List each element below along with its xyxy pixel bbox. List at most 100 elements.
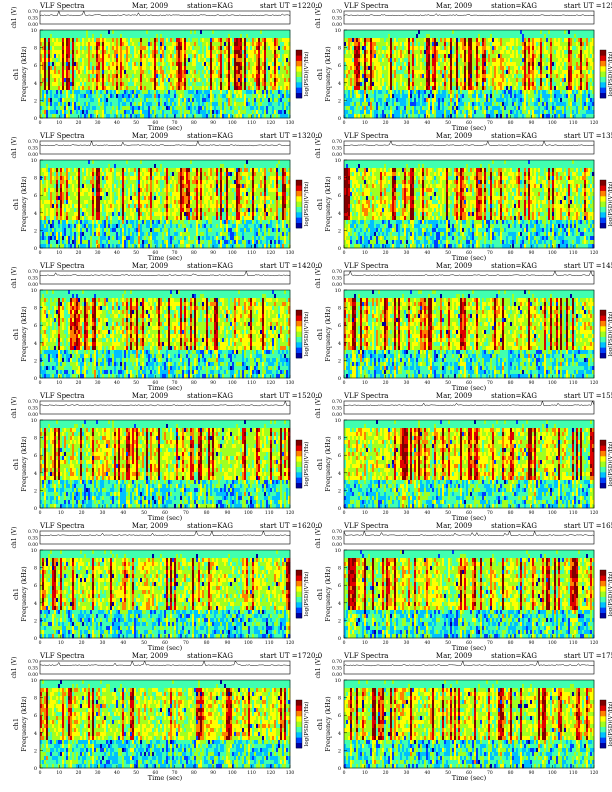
spectrogram-cell bbox=[68, 90, 71, 95]
spectrogram-cell bbox=[396, 90, 399, 95]
spectrogram-cell bbox=[284, 50, 287, 55]
spectrogram-cell bbox=[104, 58, 107, 63]
spectrogram-cell bbox=[440, 62, 443, 67]
spectrogram-cell bbox=[484, 46, 487, 51]
spectrogram-cell bbox=[170, 98, 173, 103]
spectrogram-cell bbox=[434, 30, 437, 35]
spectrogram-cell bbox=[56, 30, 59, 35]
spectrogram-cell bbox=[232, 58, 235, 63]
spectrogram-cell bbox=[380, 62, 383, 67]
spectrogram-cell bbox=[436, 86, 439, 91]
spectrogram-cell bbox=[256, 106, 259, 111]
spectrogram-cell bbox=[534, 94, 537, 99]
spectrogram-cell bbox=[480, 46, 483, 51]
spectrogram-cell bbox=[476, 66, 479, 71]
spectrogram-cell bbox=[454, 66, 457, 71]
spectrogram-cell bbox=[450, 82, 453, 87]
spectrogram-cell bbox=[266, 98, 269, 103]
spectrogram-cell bbox=[484, 78, 487, 83]
spectrogram-cell bbox=[416, 82, 419, 87]
spectrogram-cell bbox=[208, 30, 211, 35]
spectrogram-cell bbox=[232, 50, 235, 55]
spectrogram-cell bbox=[448, 98, 451, 103]
spectrogram-cell bbox=[472, 30, 475, 35]
spectrogram-cell bbox=[216, 46, 219, 51]
spectrogram-cell bbox=[258, 70, 261, 75]
spectrogram-cell bbox=[240, 38, 243, 43]
spectrogram-cell bbox=[236, 38, 239, 43]
spectrogram-cell bbox=[394, 30, 397, 35]
spectrogram-cell bbox=[184, 102, 187, 107]
spectrogram-cell bbox=[120, 82, 123, 87]
spectrogram-cell bbox=[426, 50, 429, 55]
spectrogram-cell bbox=[196, 34, 199, 39]
spectrogram-cell bbox=[234, 62, 237, 67]
spectrogram-cell bbox=[400, 90, 403, 95]
spectrogram-cell bbox=[488, 114, 491, 119]
spectrogram-cell bbox=[118, 94, 121, 99]
spectrogram-cell bbox=[446, 78, 449, 83]
spectrogram-cell bbox=[276, 90, 279, 95]
spectrogram-cell bbox=[218, 74, 221, 79]
spectrogram-cell bbox=[504, 110, 507, 115]
spectrogram-cell bbox=[124, 90, 127, 95]
spectrogram-cell bbox=[214, 90, 217, 95]
spectrogram-cell bbox=[250, 74, 253, 79]
spectrogram-cell bbox=[446, 50, 449, 55]
spectrogram-cell bbox=[506, 98, 509, 103]
spectrogram-cell bbox=[238, 54, 241, 59]
spectrogram-cell bbox=[444, 98, 447, 103]
spectrogram-cell bbox=[160, 50, 163, 55]
spectrogram-cell bbox=[92, 110, 95, 115]
spectrogram-cell bbox=[528, 58, 531, 63]
spectrogram-cell bbox=[356, 54, 359, 59]
spectrogram-cell bbox=[254, 94, 257, 99]
spectrogram-cell bbox=[538, 86, 541, 91]
spectrogram-cell bbox=[88, 70, 91, 75]
spectrogram-cell bbox=[100, 102, 103, 107]
spectrogram-cell bbox=[238, 38, 241, 43]
spectrogram-cell bbox=[252, 98, 255, 103]
spectrogram-cell bbox=[472, 114, 475, 119]
spectrogram-cell bbox=[188, 114, 191, 119]
spectrogram-cell bbox=[350, 86, 353, 91]
spectrogram-cell bbox=[202, 94, 205, 99]
spectrogram-cell bbox=[446, 110, 449, 115]
spectrogram-cell bbox=[114, 110, 117, 115]
spectrogram-cell bbox=[426, 58, 429, 63]
spectrogram-cell bbox=[374, 106, 377, 111]
spectrogram-cell bbox=[406, 74, 409, 79]
spectrogram-cell bbox=[390, 106, 393, 111]
spectrogram-cell bbox=[500, 90, 503, 95]
spectrogram-cell bbox=[276, 94, 279, 99]
spectrogram-cell bbox=[72, 74, 75, 79]
spectrogram-cell bbox=[286, 86, 289, 91]
spectrogram-cell bbox=[98, 54, 101, 59]
spectrogram-cell bbox=[42, 46, 45, 51]
spectrogram-cell bbox=[442, 98, 445, 103]
spectrogram-cell bbox=[214, 30, 217, 35]
spectrogram-cell bbox=[74, 62, 77, 67]
spectrogram-cell bbox=[474, 110, 477, 115]
spectrogram-cell bbox=[376, 74, 379, 79]
spectrogram-cell bbox=[472, 42, 475, 47]
spectrogram-cell bbox=[492, 70, 495, 75]
spectrogram-cell bbox=[538, 46, 541, 51]
spectrogram-cell bbox=[362, 86, 365, 91]
spectrogram-cell bbox=[152, 50, 155, 55]
spectrogram-cell bbox=[42, 82, 45, 87]
spectrogram-cell bbox=[132, 34, 135, 39]
spectrogram-cell bbox=[354, 78, 357, 83]
spectrogram-cell bbox=[214, 102, 217, 107]
spectrogram-cell bbox=[470, 42, 473, 47]
spectrogram-cell bbox=[128, 82, 131, 87]
spectrogram-cell bbox=[230, 66, 233, 71]
spectrogram-cell bbox=[366, 50, 369, 55]
spectrogram-cell bbox=[110, 102, 113, 107]
spectrogram-cell bbox=[172, 82, 175, 87]
spectrogram-cell bbox=[536, 46, 539, 51]
spectrogram-cell bbox=[120, 46, 123, 51]
spectrogram-cell bbox=[378, 70, 381, 75]
spectrogram-cell bbox=[122, 94, 125, 99]
spectrogram-cell bbox=[108, 70, 111, 75]
